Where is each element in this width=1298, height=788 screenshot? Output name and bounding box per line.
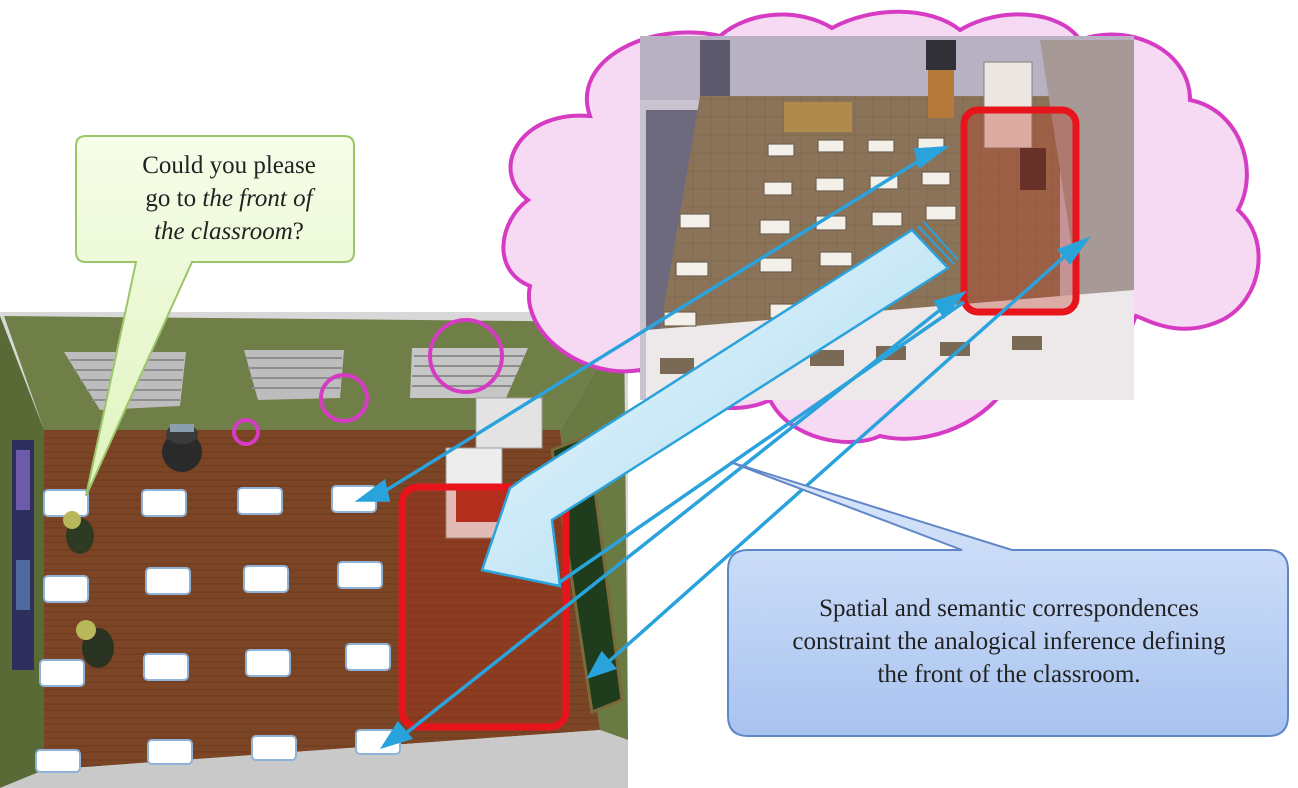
person-figure <box>63 511 114 668</box>
cloud-cabinet <box>1020 148 1046 190</box>
speech-line-2: go to the front of <box>92 182 366 215</box>
speech-line-2-prefix: go to <box>145 185 203 212</box>
speech-bubble <box>75 135 355 497</box>
note-callout-text: Spatial and semantic correspondences con… <box>738 592 1280 691</box>
speech-bubble-text: Could you please go to the front of the … <box>92 149 366 248</box>
speech-line-3: the classroom? <box>92 215 366 248</box>
correspondence-arrows <box>354 145 1091 750</box>
note-line-1: Spatial and semantic correspondences <box>819 595 1199 622</box>
cloud-front-region-highlight <box>960 106 1080 316</box>
speech-line-1: Could you please <box>142 152 316 179</box>
robot-figure <box>162 424 202 472</box>
note-line-2: constraint the analogical inference defi… <box>792 628 1226 655</box>
speech-line-3-emphasis: the classroom <box>154 218 293 245</box>
thought-trail-circles <box>232 318 504 446</box>
note-line-3: the front of the classroom. <box>877 661 1141 688</box>
analogy-transfer-arrow <box>480 228 950 588</box>
cabinet <box>475 397 543 449</box>
speech-line-2-emphasis: the front of <box>202 185 313 212</box>
note-callout <box>727 461 1289 737</box>
speech-line-3-suffix: ? <box>292 218 304 245</box>
student-desks <box>35 485 401 773</box>
cloud-teacher-desk <box>784 102 852 132</box>
classroom-perspective-view <box>640 36 1134 400</box>
cloud-student-desks <box>663 137 957 327</box>
window-blinds <box>64 348 528 410</box>
